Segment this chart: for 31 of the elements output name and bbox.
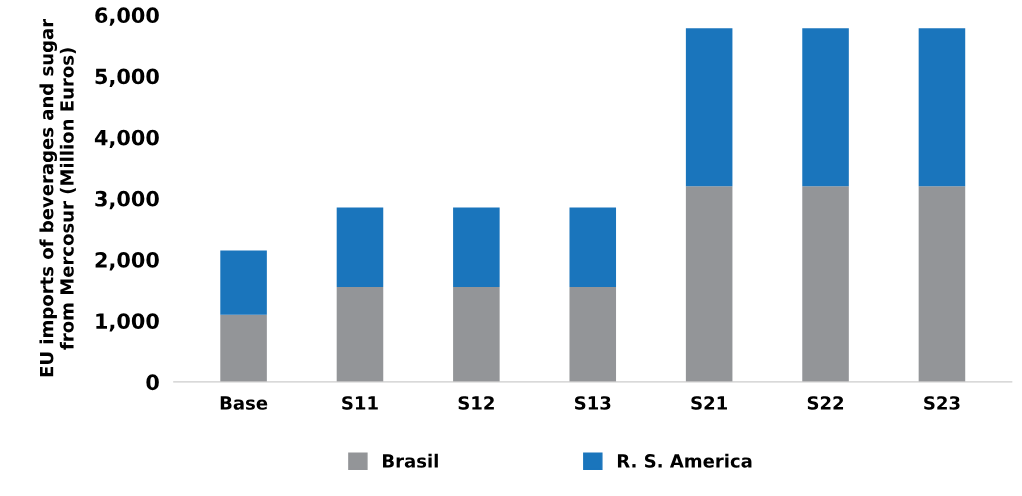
x-tick-label: S21 bbox=[691, 396, 727, 410]
x-tick-label: S23 bbox=[924, 396, 960, 410]
x-tick-label: S11 bbox=[342, 396, 378, 410]
x-tick-label: S22 bbox=[807, 396, 844, 410]
y-tick-label: 2,000 bbox=[95, 252, 159, 271]
bar bbox=[220, 250, 267, 315]
bar bbox=[918, 186, 966, 382]
y-tick-label: 3,000 bbox=[95, 190, 159, 210]
x-tick-label: Base bbox=[220, 396, 268, 410]
y-tick-label: 1,000 bbox=[96, 313, 159, 332]
y-tick-label: 4,000 bbox=[94, 129, 159, 149]
y-tick-label: 5,000 bbox=[95, 68, 159, 87]
bar bbox=[685, 28, 733, 187]
x-tick-label: S13 bbox=[574, 396, 611, 410]
x-tick-label: S12 bbox=[458, 396, 494, 410]
bar bbox=[569, 207, 617, 288]
y-axis-title: EU imports of beverages and sugar from Mercosur (Million Euros) bbox=[39, 18, 76, 377]
bar bbox=[453, 207, 500, 288]
legend-label: Brasil bbox=[383, 453, 438, 468]
bar bbox=[802, 28, 849, 187]
legend-label: R. S. America bbox=[617, 453, 752, 468]
bar bbox=[336, 207, 384, 288]
bar bbox=[569, 287, 617, 382]
y-tick-label: 0 bbox=[146, 374, 159, 391]
y-tick-label: 6,000 bbox=[95, 7, 159, 26]
bar bbox=[220, 314, 267, 382]
bar bbox=[802, 186, 849, 382]
bar bbox=[336, 287, 384, 382]
bar bbox=[685, 186, 733, 382]
bar bbox=[918, 28, 966, 187]
bar bbox=[453, 287, 500, 382]
